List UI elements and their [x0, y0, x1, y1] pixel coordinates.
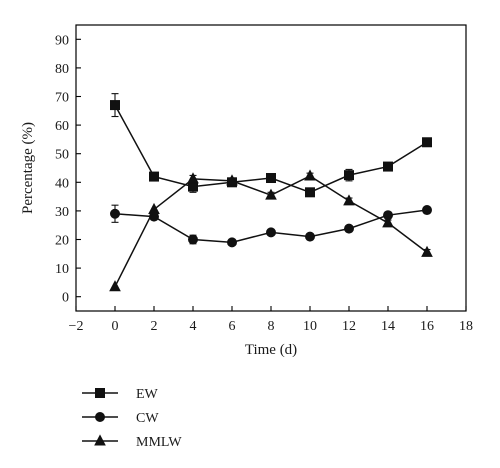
legend-label: CW [136, 411, 159, 426]
x-tick-label: 6 [229, 319, 236, 334]
x-axis-title: Time (d) [245, 342, 297, 358]
x-tick-label: 2 [151, 319, 158, 334]
y-tick-label: 40 [55, 176, 69, 191]
y-tick-label: 90 [55, 33, 69, 48]
data-point [110, 100, 120, 111]
legend-item-ew: EW [82, 387, 159, 402]
plot-frame [75, 24, 467, 312]
legend-marker [95, 388, 105, 398]
x-tick-label: 4 [190, 319, 197, 334]
data-point [266, 227, 276, 238]
data-point [343, 194, 355, 206]
x-tick-label: 16 [420, 319, 434, 334]
data-point [344, 170, 354, 181]
data-point [149, 171, 159, 182]
legend-label: EW [136, 387, 159, 402]
data-point [187, 172, 199, 184]
data-point [382, 216, 394, 228]
y-tick-label: 10 [55, 262, 69, 277]
y-tick-label: 70 [55, 91, 69, 106]
data-point [110, 208, 120, 219]
data-point [188, 234, 198, 245]
x-tick-label: −2 [69, 319, 84, 334]
x-tick-label: 10 [303, 319, 317, 334]
y-tick-label: 20 [55, 234, 69, 249]
data-point [305, 231, 315, 242]
y-tick-label: 30 [55, 205, 69, 220]
data-point [304, 169, 316, 181]
legend-item-cw: CW [82, 411, 159, 426]
data-point [188, 181, 198, 192]
series-ew [110, 93, 432, 198]
y-tick-label: 0 [62, 291, 69, 306]
legend-item-mmlw: MMLW [82, 434, 182, 450]
data-point [266, 173, 276, 184]
legend-label: MMLW [136, 435, 182, 450]
x-tick-label: 0 [112, 319, 119, 334]
y-tick-label: 50 [55, 148, 69, 163]
y-tick-label: 80 [55, 62, 69, 77]
data-point [422, 137, 432, 148]
data-point [265, 188, 277, 200]
data-point [148, 202, 160, 214]
y-tick-label: 60 [55, 119, 69, 134]
data-point [226, 174, 238, 186]
series-line [114, 209, 428, 244]
data-point [227, 237, 237, 248]
data-point [422, 205, 432, 216]
x-tick-label: 12 [342, 319, 356, 334]
legend: EW CW MMLW [82, 387, 182, 450]
data-point [305, 187, 315, 198]
x-tick-label: 8 [268, 319, 275, 334]
data-point [344, 223, 354, 234]
series-layer [109, 93, 433, 292]
data-point [109, 280, 121, 292]
data-point [383, 161, 393, 172]
legend-marker [95, 412, 105, 422]
x-tick-label: 14 [381, 319, 395, 334]
legend-marker [94, 434, 106, 446]
series-cw [110, 204, 432, 248]
y-axis-title: Percentage (%) [20, 122, 36, 214]
x-tick-label: 18 [459, 319, 473, 334]
data-point [421, 245, 433, 257]
series-mmlw [109, 169, 433, 292]
